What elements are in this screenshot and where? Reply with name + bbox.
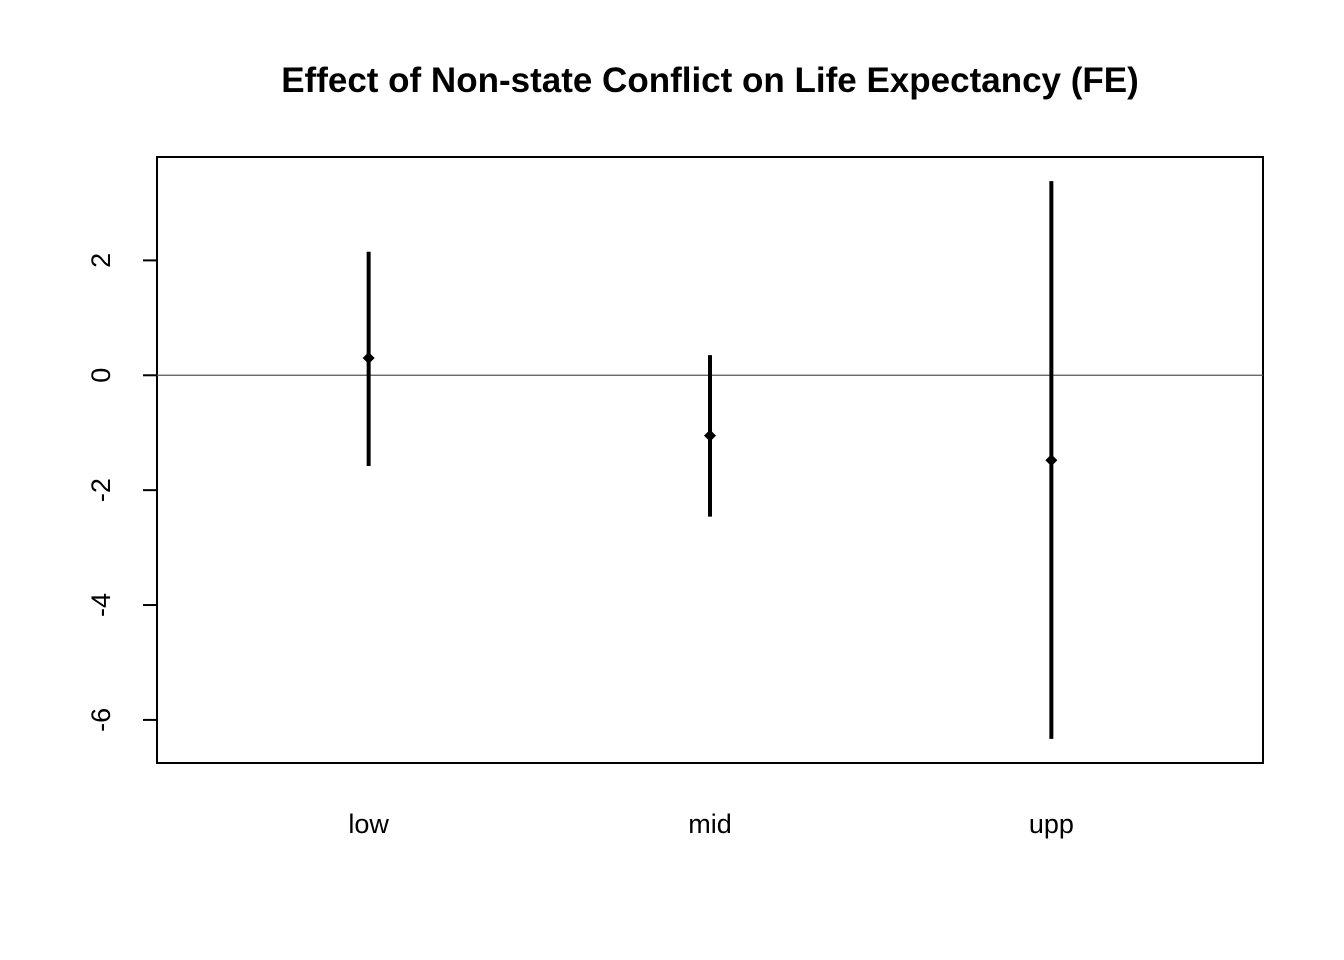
data-marks [362, 181, 1058, 739]
x-axis: low mid upp [348, 809, 1074, 839]
x-tick-label: upp [1029, 809, 1074, 839]
y-tick-label: -2 [86, 478, 116, 502]
x-tick-label: low [348, 809, 389, 839]
y-tick-label: -6 [86, 708, 116, 732]
x-tick-label: mid [688, 809, 732, 839]
y-tick-label: -4 [86, 593, 116, 617]
point-estimate-low [362, 352, 375, 365]
point-estimate-mid [704, 429, 716, 442]
chart-title: Effect of Non-state Conflict on Life Exp… [281, 61, 1139, 100]
y-axis: -6 -4 -2 0 2 [86, 253, 158, 732]
y-tick-label: 2 [86, 253, 116, 268]
y-tick-label: 0 [86, 368, 116, 383]
point-estimate-upp [1045, 454, 1058, 467]
